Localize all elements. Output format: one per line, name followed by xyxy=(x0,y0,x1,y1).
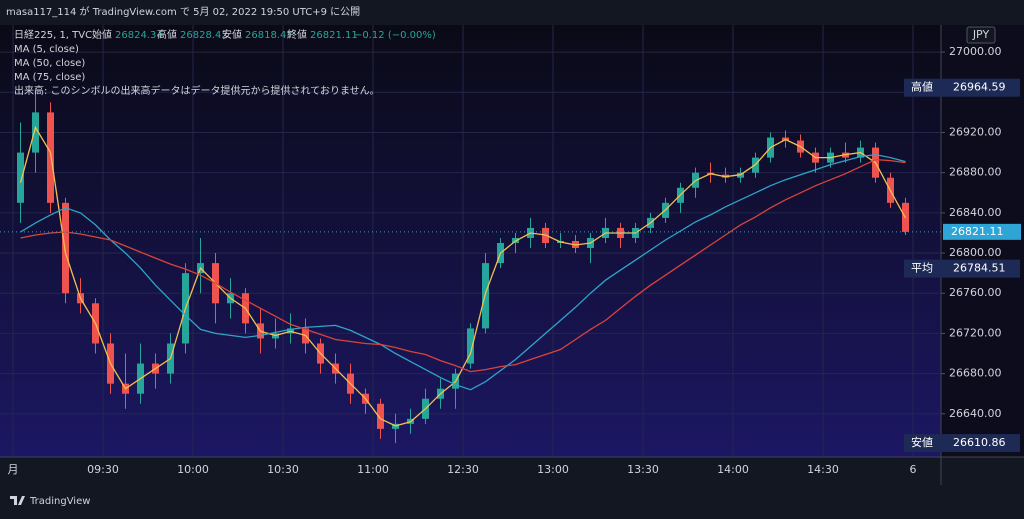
price-axis xyxy=(941,25,1024,457)
price-tag-value: 26784.51 xyxy=(953,262,1006,275)
change: −0.12 (−0.00%) xyxy=(354,30,436,41)
value: 26818.47 xyxy=(245,30,293,41)
y-tick-label: 26720.00 xyxy=(949,326,1002,339)
legend-entry: MA (5, close) xyxy=(14,44,79,55)
plot-area xyxy=(0,25,941,457)
price-tag-label: 26821.11 xyxy=(951,225,1004,238)
x-tick-label: 09:30 xyxy=(87,463,119,476)
y-tick-label: 26640.00 xyxy=(949,407,1002,420)
currency: JPY xyxy=(972,28,990,41)
price-tag-name: 高値 xyxy=(911,80,933,94)
price-tag-name: 安値 xyxy=(911,435,933,449)
y-tick-label: 26840.00 xyxy=(949,206,1002,219)
x-tick-label: 10:30 xyxy=(267,463,299,476)
x-tick-label: 11:00 xyxy=(357,463,389,476)
header: masa117_114 が TradingView.com で 5月 02, 2… xyxy=(6,5,360,18)
volume-note: 出来高: このシンボルの出来高データはデータ提供元から提供されておりません。 xyxy=(14,84,380,97)
label: 安値 xyxy=(222,28,242,41)
label: 高値 xyxy=(157,28,177,41)
x-tick-label: 6 xyxy=(910,463,917,476)
y-tick-label: 27000.00 xyxy=(949,45,1002,58)
y-tick-label: 26760.00 xyxy=(949,286,1002,299)
brand: TradingView xyxy=(29,496,90,507)
logo xyxy=(10,496,25,505)
candle-body xyxy=(17,152,24,203)
x-tick-label: 13:00 xyxy=(537,463,569,476)
x-tick-label: 10:00 xyxy=(177,463,209,476)
x-tick-label: 月 xyxy=(8,463,19,476)
price-tag xyxy=(904,259,1020,278)
label: 始値 xyxy=(92,28,112,41)
currency-box xyxy=(966,26,996,44)
ma-line xyxy=(20,158,906,373)
y-tick-label: 26680.00 xyxy=(949,367,1002,380)
x-tick-label: 12:30 xyxy=(447,463,479,476)
y-tick-label: 26800.00 xyxy=(949,246,1002,259)
price-tag xyxy=(904,434,1020,453)
price-tag-name: 平均 xyxy=(911,262,933,275)
value: 26828.42 xyxy=(180,30,228,41)
y-tick-label: 26880.00 xyxy=(949,166,1002,179)
x-tick-label: 13:30 xyxy=(627,463,659,476)
candle-body xyxy=(467,328,474,364)
price-tag-value: 26964.59 xyxy=(953,81,1006,94)
candle-body xyxy=(47,112,54,203)
x-tick-label: 14:00 xyxy=(717,463,749,476)
symbol: 日経225, 1, TVC xyxy=(14,28,92,41)
price-tag-value: 26610.86 xyxy=(953,436,1006,449)
candle-body xyxy=(32,112,39,153)
candle-body xyxy=(62,202,69,294)
y-tick-label: 26920.00 xyxy=(949,125,1002,138)
label: 終値 xyxy=(287,28,307,41)
ma-line xyxy=(19,125,907,427)
price-tag xyxy=(904,78,1020,97)
ma-line xyxy=(20,153,906,391)
x-tick-label: 14:30 xyxy=(807,463,839,476)
price-tag xyxy=(943,223,1021,240)
candle-body xyxy=(377,403,384,429)
legend: 日経225, 1, TVC 始値 26824.34 高値 26828.42 安値… xyxy=(14,28,436,97)
legend-entry: MA (75, close) xyxy=(14,72,85,83)
footer: TradingView xyxy=(10,496,90,507)
value: 26824.34 xyxy=(115,30,163,41)
legend-entry: MA (50, close) xyxy=(14,58,85,69)
value: 26821.11 xyxy=(310,30,358,41)
